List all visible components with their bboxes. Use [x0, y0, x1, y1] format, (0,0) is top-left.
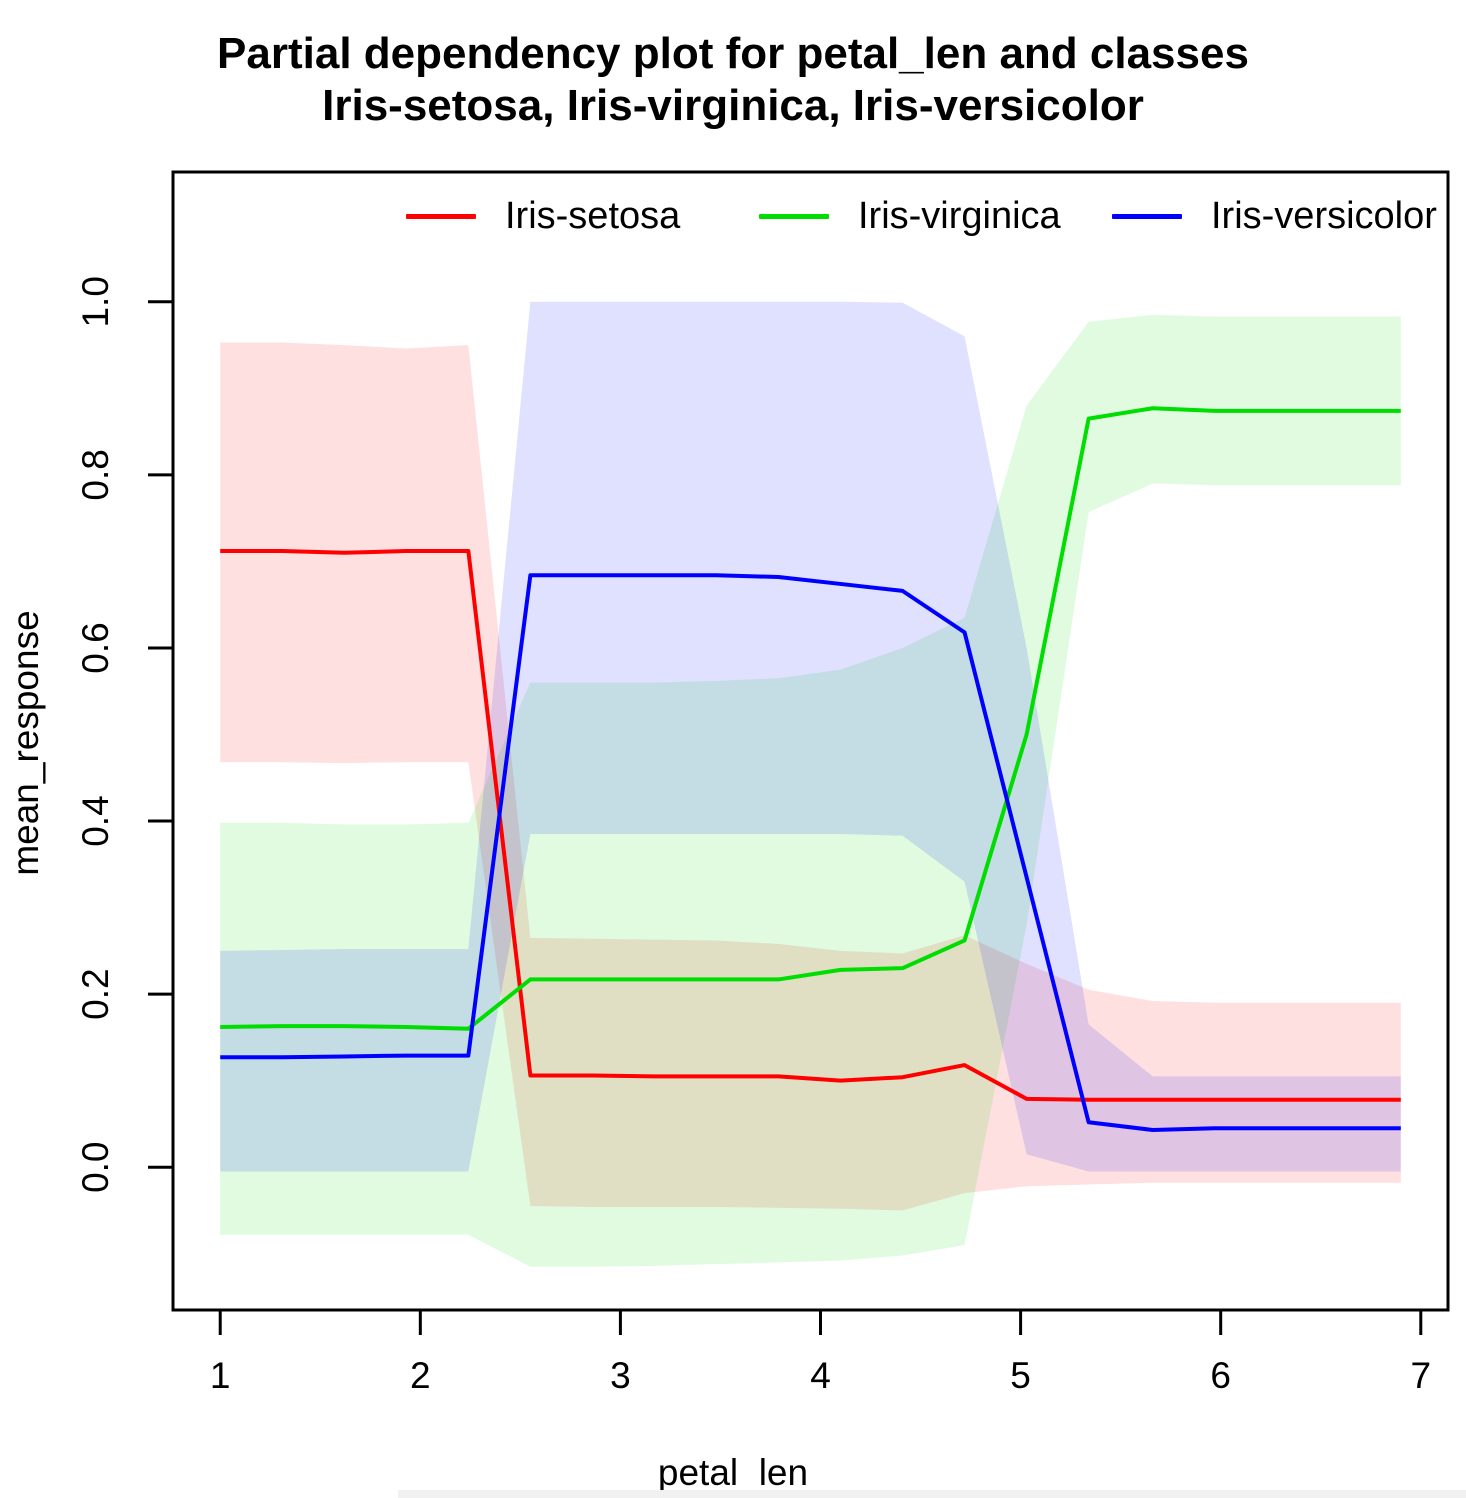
- y-tick-label: 0.4: [75, 795, 116, 846]
- x-axis-label: petal_len: [657, 1452, 809, 1493]
- line-Iris-virginica: [220, 406, 1401, 1031]
- line-Iris-versicolor: [220, 573, 1401, 1132]
- legend-swatch-Iris-setosa: [406, 213, 476, 219]
- x-tick-label: 4: [810, 1355, 831, 1396]
- line-Iris-setosa: [220, 549, 1401, 1102]
- x-tick-label: 7: [1410, 1355, 1431, 1396]
- chart-title-line2: Iris-setosa, Iris-virginica, Iris-versic…: [322, 81, 1144, 130]
- y-tick-label: 0.0: [75, 1141, 116, 1192]
- x-tick-label: 5: [1010, 1355, 1031, 1396]
- x-tick-label: 2: [410, 1355, 431, 1396]
- legend-item-Iris-virginica: Iris-virginica: [759, 192, 1061, 240]
- y-tick-label: 0.6: [75, 622, 116, 673]
- legend-label: Iris-versicolor: [1211, 194, 1437, 237]
- legend-item-Iris-versicolor: Iris-versicolor: [1112, 192, 1437, 240]
- chart-title: Partial dependency plot for petal_len an…: [0, 28, 1466, 132]
- x-tick-label: 1: [210, 1355, 231, 1396]
- y-tick-label: 1.0: [75, 276, 116, 327]
- bottom-artifact-strip: [398, 1490, 1466, 1498]
- chart-title-line1: Partial dependency plot for petal_len an…: [217, 29, 1249, 78]
- legend-item-Iris-setosa: Iris-setosa: [406, 192, 680, 240]
- legend-label: Iris-virginica: [858, 194, 1061, 237]
- legend: Iris-setosa Iris-virginica Iris-versicolor: [0, 192, 1466, 240]
- y-tick-label: 0.8: [75, 449, 116, 500]
- band-Iris-virginica: [220, 314, 1401, 1267]
- y-axis-label: mean_response: [5, 610, 46, 876]
- x-tick-label: 6: [1210, 1355, 1231, 1396]
- x-tick-label: 3: [610, 1355, 631, 1396]
- y-tick-label: 0.2: [75, 968, 116, 1019]
- legend-label: Iris-setosa: [505, 194, 681, 237]
- band-Iris-versicolor: [220, 301, 1401, 1172]
- plot-border: [171, 170, 1450, 1312]
- legend-swatch-Iris-versicolor: [1112, 213, 1182, 219]
- legend-swatch-Iris-virginica: [759, 213, 829, 219]
